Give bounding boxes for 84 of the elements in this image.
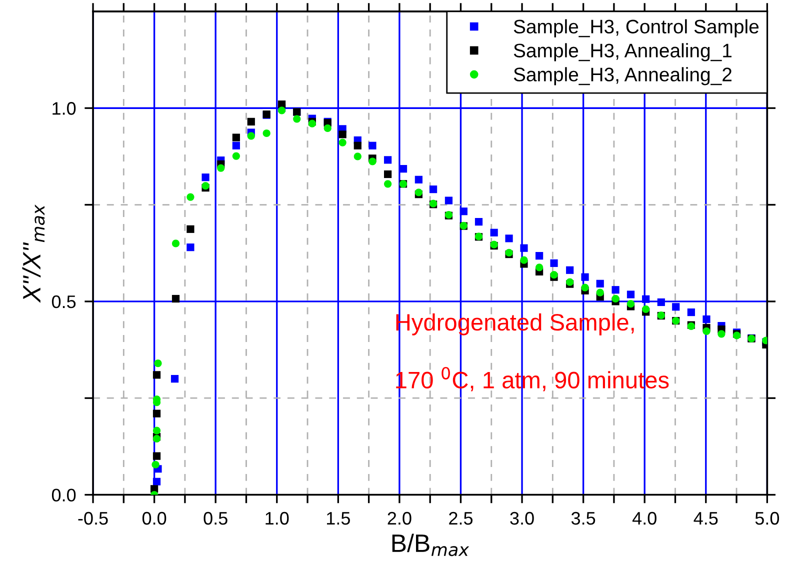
point	[399, 165, 408, 173]
point	[368, 142, 376, 150]
point	[232, 134, 240, 142]
point	[232, 142, 240, 150]
point	[152, 410, 161, 418]
point	[338, 130, 346, 138]
point	[612, 294, 620, 303]
legend-label: Sample_H3, Annealing_2	[514, 67, 732, 86]
x-tick-label: 4.0	[632, 512, 656, 525]
point	[444, 196, 453, 204]
point	[505, 234, 513, 242]
x-axis-title: B/B$_{max}$	[392, 534, 470, 556]
point	[338, 138, 346, 146]
point	[414, 176, 422, 184]
point	[460, 208, 468, 216]
x-tick-label: 0.0	[142, 512, 166, 525]
y-axis-title: X''/X''$_{max}$	[22, 204, 45, 303]
point	[596, 288, 604, 296]
point	[550, 259, 558, 267]
point	[354, 152, 362, 160]
point	[702, 315, 710, 324]
point	[596, 280, 604, 288]
point	[626, 300, 635, 308]
x-tick-label: 2.0	[388, 512, 412, 525]
point	[202, 174, 210, 182]
x-tick-label: 2.5	[449, 512, 473, 525]
y-tick-label: 0.5	[52, 295, 76, 308]
point	[368, 158, 376, 166]
point	[672, 303, 680, 311]
x-tick-label: 4.5	[694, 512, 718, 525]
point	[354, 142, 362, 150]
point	[550, 270, 558, 279]
point	[247, 132, 255, 140]
legend-label: Sample_H3, Control Sample	[514, 19, 759, 38]
point	[278, 106, 286, 114]
point	[687, 308, 695, 316]
point	[324, 124, 332, 132]
y-tick-label: 0.0	[52, 488, 76, 502]
point	[612, 286, 620, 294]
point	[154, 360, 162, 368]
point	[657, 298, 665, 306]
x-tick-label: 5.0	[755, 512, 780, 525]
x-tick-label: 3.0	[510, 512, 534, 525]
point	[566, 266, 574, 274]
point	[642, 305, 650, 313]
point	[642, 295, 650, 303]
point	[490, 228, 498, 236]
legend-label: Sample_H3, Annealing_1	[514, 43, 732, 62]
point	[152, 452, 161, 460]
point	[536, 264, 544, 272]
point	[474, 218, 483, 226]
point	[172, 240, 180, 248]
point	[384, 170, 392, 178]
point	[626, 290, 635, 298]
point	[170, 374, 179, 383]
x-tick-label: -0.5	[78, 512, 108, 525]
point	[581, 273, 589, 281]
point	[293, 115, 301, 123]
x-tick-label: 3.5	[571, 512, 596, 525]
point	[172, 294, 180, 303]
point	[186, 244, 194, 252]
y-tick-label: 1.0	[52, 102, 76, 115]
point	[262, 129, 270, 138]
point	[152, 478, 161, 486]
point	[520, 256, 528, 264]
point	[217, 164, 225, 172]
point	[384, 180, 392, 188]
point	[429, 186, 438, 194]
point	[152, 371, 161, 379]
point	[520, 244, 528, 252]
point	[232, 152, 240, 160]
point	[702, 327, 710, 336]
point	[718, 330, 726, 338]
point	[581, 284, 589, 292]
point	[384, 156, 392, 164]
x-tick-label: 0.5	[204, 512, 228, 525]
point	[536, 252, 544, 260]
x-tick-label: 1.5	[326, 512, 350, 525]
point	[152, 426, 161, 434]
point	[186, 193, 194, 201]
x-tick-label: 1.0	[266, 512, 289, 525]
point	[152, 460, 160, 468]
point	[247, 118, 255, 126]
point	[186, 225, 194, 233]
